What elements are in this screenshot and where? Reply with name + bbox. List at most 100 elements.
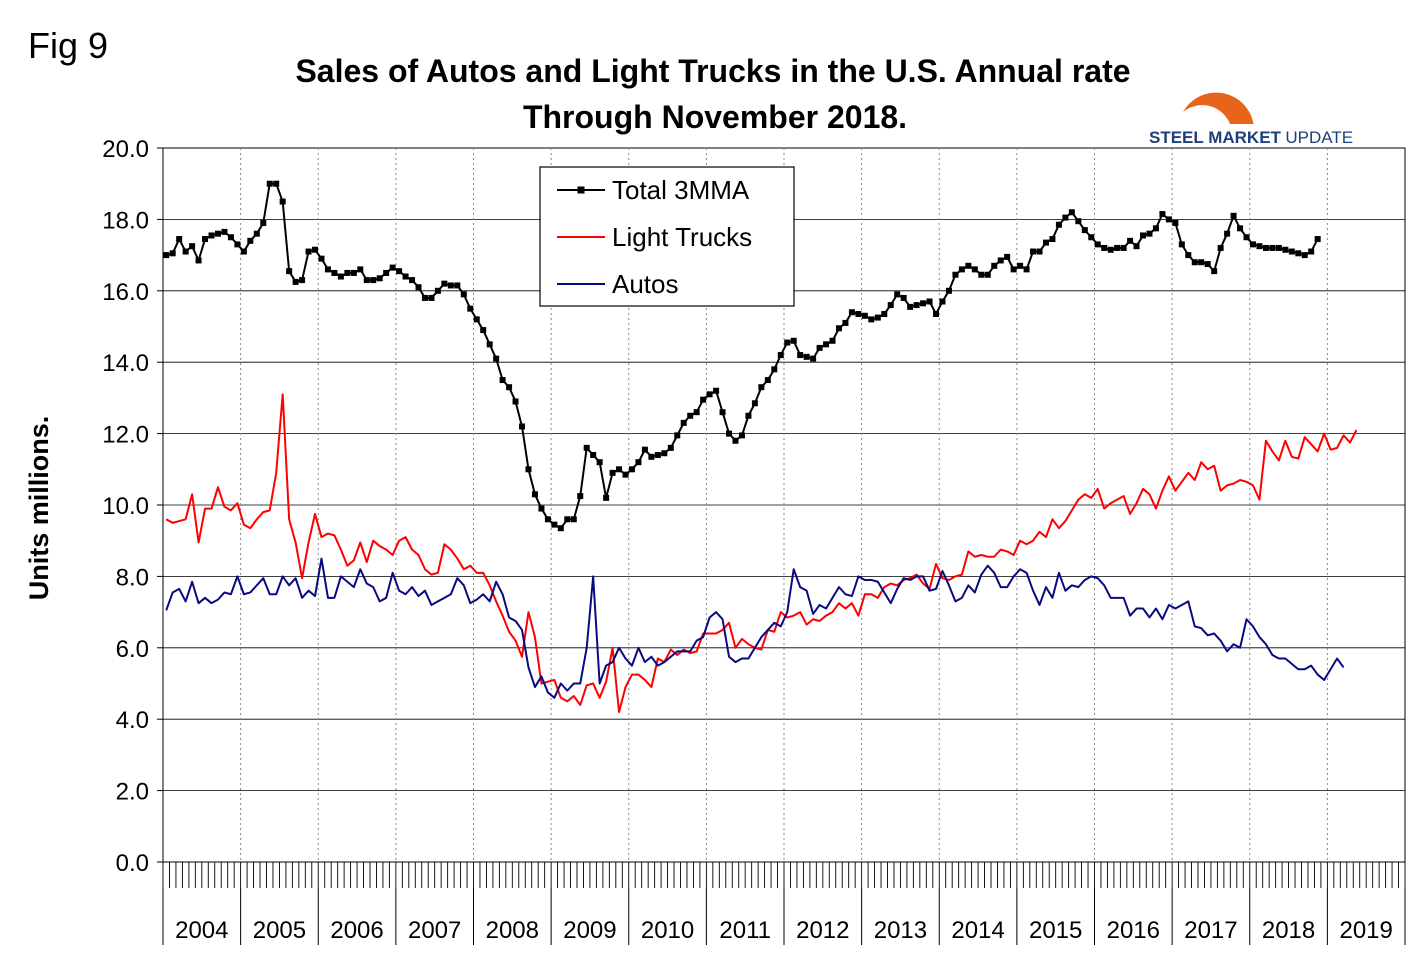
data-point-total-3mma	[331, 269, 338, 276]
data-point-total-3mma	[531, 491, 538, 498]
data-point-total-3mma	[874, 314, 881, 321]
data-point-total-3mma	[266, 180, 273, 187]
logo-text-light: UPDATE	[1285, 128, 1353, 147]
data-point-total-3mma	[195, 257, 202, 264]
data-point-total-3mma	[1191, 259, 1198, 266]
data-point-total-3mma	[1275, 244, 1282, 251]
data-point-total-3mma	[1172, 219, 1179, 226]
data-point-total-3mma	[525, 466, 532, 473]
data-point-total-3mma	[713, 387, 720, 394]
data-point-total-3mma	[803, 353, 810, 360]
data-point-total-3mma	[570, 516, 577, 523]
data-point-total-3mma	[900, 294, 907, 301]
data-point-total-3mma	[978, 271, 985, 278]
data-point-total-3mma	[519, 423, 526, 430]
data-point-total-3mma	[1101, 244, 1108, 251]
data-point-total-3mma	[764, 377, 771, 384]
data-point-total-3mma	[286, 268, 293, 275]
data-point-total-3mma	[1256, 243, 1263, 250]
data-point-total-3mma	[797, 352, 804, 359]
x-month-tick-marks	[162, 862, 1406, 888]
data-point-total-3mma	[506, 384, 513, 391]
data-point-total-3mma	[202, 236, 209, 243]
x-year-label: 2004	[175, 917, 228, 944]
data-point-total-3mma	[1165, 216, 1172, 223]
data-point-total-3mma	[1068, 209, 1075, 216]
data-point-total-3mma	[732, 437, 739, 444]
data-point-total-3mma	[208, 232, 215, 239]
data-point-total-3mma	[628, 466, 635, 473]
data-point-total-3mma	[551, 521, 558, 528]
data-point-total-3mma	[370, 277, 377, 284]
data-point-total-3mma	[687, 412, 694, 419]
data-point-total-3mma	[337, 273, 344, 280]
data-point-total-3mma	[933, 311, 940, 317]
data-point-total-3mma	[583, 444, 590, 451]
data-point-total-3mma	[855, 311, 862, 317]
chart-title-line-2: Through November 2018.	[523, 99, 907, 135]
data-point-total-3mma	[363, 277, 370, 284]
data-point-total-3mma	[777, 352, 784, 359]
data-point-total-3mma	[292, 278, 299, 285]
series-group	[163, 180, 1358, 714]
data-point-total-3mma	[499, 377, 506, 384]
data-point-total-3mma	[894, 291, 901, 298]
data-point-total-3mma	[1017, 262, 1024, 269]
data-point-total-3mma	[1107, 246, 1114, 253]
data-point-total-3mma	[868, 316, 875, 323]
y-tick-label: 10.0	[102, 493, 149, 520]
y-tick-label: 18.0	[102, 207, 149, 234]
data-point-total-3mma	[661, 450, 668, 457]
series-line-autos	[165, 557, 1345, 699]
data-point-total-3mma	[1185, 252, 1192, 259]
data-point-total-3mma	[240, 248, 247, 255]
data-point-total-3mma	[1230, 212, 1237, 219]
data-point-total-3mma	[473, 316, 480, 323]
data-point-total-3mma	[848, 309, 855, 316]
data-point-total-3mma	[221, 228, 228, 235]
data-point-total-3mma	[835, 325, 842, 332]
data-point-total-3mma	[1314, 236, 1321, 243]
data-point-total-3mma	[991, 262, 998, 269]
data-point-total-3mma	[1081, 227, 1088, 234]
data-point-total-3mma	[344, 269, 351, 276]
data-point-total-3mma	[861, 312, 868, 319]
data-point-total-3mma	[1308, 248, 1315, 255]
data-point-total-3mma	[460, 291, 467, 298]
data-point-total-3mma	[312, 246, 319, 253]
data-point-total-3mma	[402, 273, 409, 280]
data-point-total-3mma	[609, 469, 616, 476]
data-point-total-3mma	[409, 277, 416, 284]
data-point-total-3mma	[719, 409, 726, 416]
data-point-total-3mma	[454, 282, 461, 289]
y-tick-label: 12.0	[102, 422, 149, 449]
data-point-total-3mma	[396, 268, 403, 275]
data-point-total-3mma	[383, 269, 390, 276]
x-year-label: 2012	[796, 917, 849, 944]
data-point-total-3mma	[299, 277, 306, 284]
data-point-total-3mma	[493, 355, 500, 362]
x-year-label: 2016	[1107, 917, 1160, 944]
data-point-total-3mma	[745, 412, 752, 419]
x-year-label: 2011	[719, 917, 771, 944]
data-point-total-3mma	[751, 400, 758, 407]
data-point-total-3mma	[1127, 237, 1134, 244]
x-year-label: 2014	[951, 917, 1004, 944]
data-point-total-3mma	[958, 266, 965, 273]
legend: Total 3MMA Light Trucks Autos	[539, 166, 795, 307]
data-point-total-3mma	[182, 248, 189, 255]
data-point-total-3mma	[538, 505, 545, 512]
data-point-total-3mma	[350, 269, 357, 276]
data-point-total-3mma	[1023, 266, 1030, 273]
data-point-total-3mma	[784, 339, 791, 346]
data-point-total-3mma	[1237, 225, 1244, 232]
data-point-total-3mma	[544, 516, 551, 523]
x-year-label: 2010	[641, 917, 694, 944]
legend-label-light-trucks: Light Trucks	[612, 222, 752, 252]
data-point-total-3mma	[1042, 239, 1049, 246]
x-year-label: 2007	[408, 917, 461, 944]
y-tick-label: 20.0	[102, 136, 149, 163]
data-point-total-3mma	[324, 266, 331, 273]
data-point-total-3mma	[1217, 244, 1224, 251]
